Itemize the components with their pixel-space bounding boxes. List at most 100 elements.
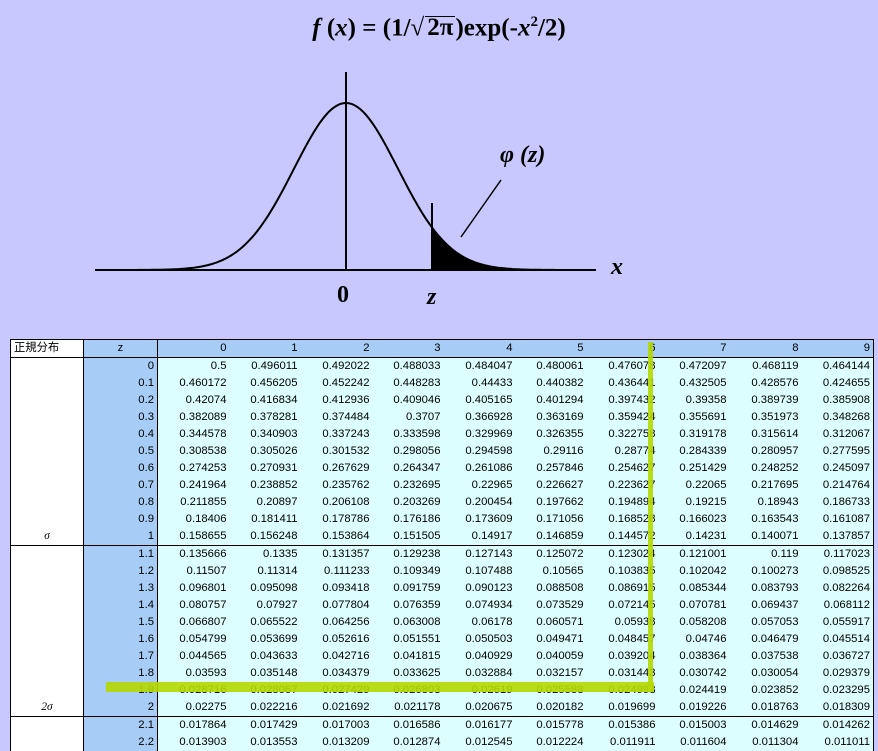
probability-cell: 0.496011 <box>229 357 301 375</box>
formula-close: )exp(- <box>455 14 518 42</box>
probability-cell: 0.315614 <box>729 426 802 443</box>
probability-cell: 0.032884 <box>443 665 516 682</box>
probability-cell: 0.232695 <box>372 477 444 494</box>
formula-f: f <box>312 14 321 42</box>
table-row: 0.4 0.344578 0.340903 0.337243 0.333598 0.329… <box>10 426 874 443</box>
probability-cell: 0.015386 <box>586 716 659 734</box>
probability-cell: 0.146859 <box>515 528 587 546</box>
probability-cell: 0.161087 <box>801 511 874 528</box>
probability-cell: 0.440382 <box>515 375 587 392</box>
sigma-label <box>10 665 84 682</box>
sigma-label <box>10 734 84 751</box>
highlight-row-line <box>106 682 654 692</box>
table-row: 0.1 0.460172 0.456205 0.452242 0.448283 0.444… <box>10 375 874 392</box>
probability-cell: 0.096801 <box>157 580 230 597</box>
table-row: 1.8 0.03593 0.035148 0.034379 0.033625 0.0328… <box>10 665 874 682</box>
probability-cell: 0.254627 <box>586 460 659 477</box>
probability-cell: 0.344578 <box>157 426 230 443</box>
phi-pointer-line <box>460 179 502 238</box>
probability-cell: 0.013553 <box>229 734 301 751</box>
probability-cell: 0.033625 <box>372 665 444 682</box>
z-value-cell: 0.4 <box>83 426 158 443</box>
probability-cell: 0.308538 <box>157 443 230 460</box>
probability-cell: 0.28774 <box>586 443 659 460</box>
probability-cell: 0.088508 <box>515 580 587 597</box>
sigma-label <box>10 494 84 511</box>
probability-cell: 0.039204 <box>586 648 659 665</box>
probability-cell: 0.032157 <box>515 665 587 682</box>
probability-cell: 0.041815 <box>372 648 444 665</box>
z-value-cell: 0.2 <box>83 392 158 409</box>
probability-cell: 0.340903 <box>229 426 301 443</box>
table-row: 2.1 0.017864 0.017429 0.017003 0.016586 0.016… <box>10 716 874 734</box>
highlight-column-line <box>648 342 653 692</box>
probability-cell: 0.181411 <box>229 511 301 528</box>
probability-cell: 0.076359 <box>372 597 444 614</box>
probability-cell: 0.017429 <box>229 716 301 734</box>
probability-cell: 0.06178 <box>443 614 516 631</box>
probability-cell: 0.11507 <box>157 563 230 580</box>
formula-x: x <box>335 14 348 42</box>
table-row: 2σ 2 0.02275 0.022216 0.021692 0.021178 0.0206… <box>10 699 874 717</box>
probability-cell: 0.011604 <box>658 734 730 751</box>
table-title: 正規分布 <box>10 339 84 358</box>
probability-cell: 0.294598 <box>443 443 516 460</box>
z-value-cell: 0.6 <box>83 460 158 477</box>
probability-cell: 0.064256 <box>300 614 373 631</box>
sigma-label <box>10 580 84 597</box>
probability-cell: 0.014262 <box>801 716 874 734</box>
probability-cell: 0.214764 <box>801 477 874 494</box>
probability-cell: 0.016586 <box>372 716 444 734</box>
probability-cell: 0.121001 <box>658 545 730 563</box>
probability-cell: 0.261086 <box>443 460 516 477</box>
probability-cell: 0.068112 <box>801 597 874 614</box>
probability-cell: 0.05938 <box>586 614 659 631</box>
column-header: 2 <box>300 339 373 358</box>
probability-cell: 0.038364 <box>658 648 730 665</box>
probability-cell: 0.035148 <box>229 665 301 682</box>
formula-tail: /2) <box>537 14 566 42</box>
probability-cell: 0.305026 <box>229 443 301 460</box>
column-header: 5 <box>515 339 587 358</box>
probability-cell: 0.082264 <box>801 580 874 597</box>
probability-cell: 0.163543 <box>729 511 802 528</box>
probability-cell: 0.012874 <box>372 734 444 751</box>
probability-cell: 0.464144 <box>801 357 874 375</box>
probability-cell: 0.176186 <box>372 511 444 528</box>
probability-cell: 0.448283 <box>372 375 444 392</box>
table-row: 1.3 0.096801 0.095098 0.093418 0.091759 0.090… <box>10 580 874 597</box>
probability-cell: 0.111233 <box>300 563 373 580</box>
probability-cell: 0.217695 <box>729 477 802 494</box>
column-header: 9 <box>801 339 874 358</box>
probability-cell: 0.057053 <box>729 614 802 631</box>
probability-cell: 0.098525 <box>801 563 874 580</box>
formula-title: f (x) = (1/√ 2π)exp(-x2/2) <box>312 14 566 42</box>
z-value-cell: 0.5 <box>83 443 158 460</box>
probability-cell: 0.046479 <box>729 631 802 648</box>
table-row: 1.2 0.11507 0.11314 0.111233 0.109349 0.10748… <box>10 563 874 580</box>
probability-cell: 0.127143 <box>443 545 516 563</box>
probability-cell: 0.044565 <box>157 648 230 665</box>
probability-cell: 0.39358 <box>658 392 730 409</box>
probability-cell: 0.389739 <box>729 392 802 409</box>
probability-cell: 0.077804 <box>300 597 373 614</box>
table-row: 0.3 0.382089 0.378281 0.374484 0.3707 0.36692… <box>10 409 874 426</box>
probability-cell: 0.223627 <box>586 477 659 494</box>
probability-cell: 0.102042 <box>658 563 730 580</box>
probability-cell: 0.312067 <box>801 426 874 443</box>
probability-cell: 0.060571 <box>515 614 587 631</box>
table-row: 1.5 0.066807 0.065522 0.064256 0.063008 0.061… <box>10 614 874 631</box>
sigma-label <box>10 614 84 631</box>
sigma-label <box>10 426 84 443</box>
probability-cell: 0.153864 <box>300 528 373 546</box>
probability-cell: 0.428576 <box>729 375 802 392</box>
probability-cell: 0.206108 <box>300 494 373 511</box>
z-value-cell: 1.3 <box>83 580 158 597</box>
probability-cell: 0.013209 <box>300 734 373 751</box>
z-value-cell: 1.1 <box>83 545 158 563</box>
probability-cell: 0.412936 <box>300 392 373 409</box>
probability-cell: 0.264347 <box>372 460 444 477</box>
column-header: 3 <box>372 339 444 358</box>
probability-cell: 0.074934 <box>443 597 516 614</box>
sigma-label: 2σ <box>10 699 84 717</box>
